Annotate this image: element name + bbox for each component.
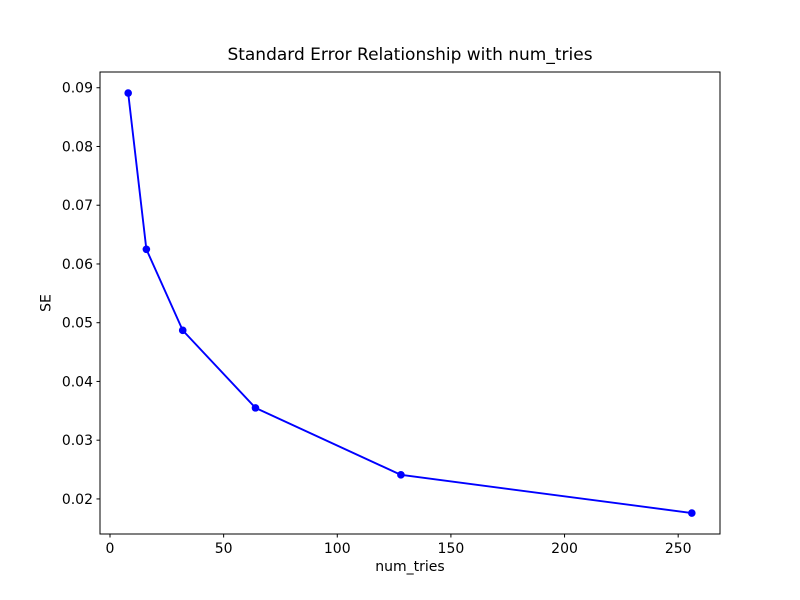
data-point: [688, 509, 696, 517]
x-tick-label: 0: [106, 541, 115, 557]
y-tick-label: 0.08: [62, 139, 93, 155]
y-tick-label: 0.03: [62, 433, 93, 449]
y-tick-label: 0.07: [62, 198, 93, 214]
data-point: [397, 471, 405, 479]
data-point: [251, 404, 260, 412]
y-tick-label: 0.06: [62, 257, 93, 273]
x-tick-label: 200: [551, 541, 578, 557]
chart-title: Standard Error Relationship with num_tri…: [227, 45, 593, 65]
y-tick-label: 0.02: [62, 492, 93, 508]
x-tick-label: 150: [438, 541, 465, 557]
data-point: [178, 326, 187, 335]
data-point: [124, 89, 132, 97]
x-tick-label: 100: [324, 541, 351, 557]
y-tick-label: 0.04: [62, 374, 93, 390]
y-tick-label: 0.09: [62, 81, 93, 97]
x-tick-label: 50: [215, 541, 233, 557]
plot-area: [100, 72, 720, 534]
axes-spines: [99, 71, 721, 535]
data-line: [127, 92, 693, 514]
x-axis-label: num_tries: [375, 559, 445, 575]
y-tick-label: 0.05: [62, 316, 93, 332]
data-point: [142, 245, 151, 254]
y-axis-label: SE: [38, 294, 55, 312]
x-tick-label: 250: [665, 541, 692, 557]
